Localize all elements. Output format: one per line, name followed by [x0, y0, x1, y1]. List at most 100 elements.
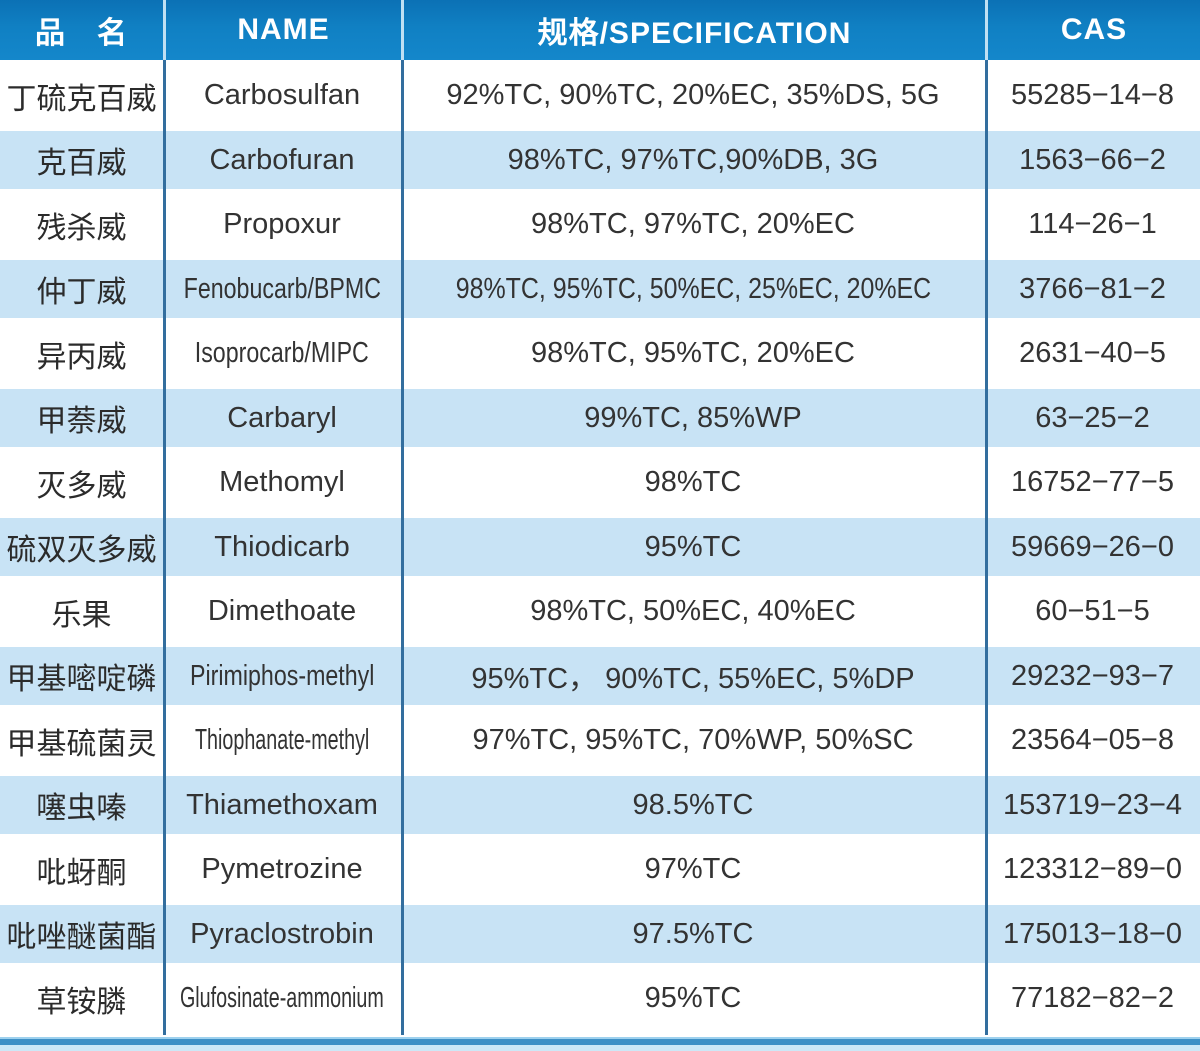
cell-product-name-cn: 甲基硫菌灵 [0, 711, 163, 770]
header-cell-specification: 规格/SPECIFICATION [401, 0, 985, 60]
cell-text: Propoxur [223, 208, 341, 240]
cell-text: 乐果 [51, 598, 112, 632]
bottom-accent-bar [0, 1037, 1200, 1051]
cell-text: 草铵膦 [36, 985, 127, 1019]
cell-cas: 63−25−2 [985, 389, 1200, 447]
cell-text: 仲丁威 [36, 276, 127, 309]
cell-text: 甲基硫菌灵 [6, 727, 157, 761]
cell-text: 99%TC, 85%WP [584, 401, 802, 434]
cell-name: Glufosinate-ammonium [163, 969, 401, 1028]
cell-text: Dimethoate [207, 595, 357, 627]
header-cell-cas: CAS [985, 0, 1200, 60]
cell-text: 95%TC [644, 982, 742, 1014]
cell-text: 克百威 [36, 147, 127, 180]
cell-product-name-cn: 甲萘威 [0, 389, 163, 447]
cell-specification: 99%TC, 85%WP [401, 389, 985, 447]
bottom-bar-stripe-light [0, 1037, 1200, 1039]
cell-specification: 98%TC, 97%TC,90%DB, 3G [401, 131, 985, 189]
table-row: 异丙威 Isoprocarb/MIPC 98%TC, 95%TC, 20%EC … [0, 324, 1200, 383]
column-divider-line [401, 60, 404, 1035]
table-row: 仲丁威 Fenobucarb/BPMC 98%TC, 95%TC, 50%EC,… [0, 260, 1200, 318]
cell-text: Thiophanate-methyl [194, 724, 370, 756]
cell-text: 97.5%TC [632, 917, 754, 950]
cell-text: 残杀威 [36, 211, 127, 245]
cell-name: Carbofuran [163, 131, 401, 189]
cell-text: 98%TC [644, 466, 742, 498]
cell-cas: 1563−66−2 [985, 131, 1200, 189]
table-row: 甲基硫菌灵 Thiophanate-methyl 97%TC, 95%TC, 7… [0, 711, 1200, 770]
table-row: 残杀威 Propoxur 98%TC, 97%TC, 20%EC 114−26−… [0, 195, 1200, 254]
cell-name: Thiophanate-methyl [163, 711, 401, 770]
cell-text: 29232−93−7 [1011, 659, 1174, 692]
cell-text: 23564−05−8 [1011, 724, 1174, 756]
cell-text: 55285−14−8 [1011, 79, 1174, 111]
cell-text: Methomyl [219, 466, 345, 498]
cell-text: 吡唑醚菌酯 [6, 921, 157, 954]
cell-name: Pirimiphos-methyl [163, 647, 401, 705]
cell-name: Methomyl [163, 453, 401, 512]
table-row: 吡唑醚菌酯 Pyraclostrobin 97.5%TC 175013−18−0 [0, 905, 1200, 963]
table-row: 甲萘威 Carbaryl 99%TC, 85%WP 63−25−2 [0, 389, 1200, 447]
table-body: 丁硫克百威 Carbosulfan 92%TC, 90%TC, 20%EC, 3… [0, 66, 1200, 1028]
cell-specification: 97%TC [401, 840, 985, 899]
cell-text: 98%TC, 95%TC, 20%EC [531, 337, 855, 369]
cell-text: 3766−81−2 [1019, 272, 1166, 305]
cell-text: 异丙威 [36, 340, 127, 374]
cell-text: 97%TC [644, 853, 742, 885]
cell-text: Isoprocarb/MIPC [194, 337, 370, 369]
cell-text: 硫双灭多威 [6, 534, 157, 567]
cell-cas: 29232−93−7 [985, 647, 1200, 705]
cell-specification: 95%TC， 90%TC, 55%EC, 5%DP [401, 647, 985, 705]
cell-name: Carbaryl [163, 389, 401, 447]
cell-text: 吡蚜酮 [36, 856, 127, 890]
table-header-row: 品 名 NAME 规格/SPECIFICATION CAS [0, 0, 1200, 60]
cell-text: Pyraclostrobin [190, 917, 374, 950]
cell-text: 丁硫克百威 [6, 82, 157, 116]
cell-text: Carbofuran [209, 143, 355, 176]
cell-product-name-cn: 乐果 [0, 582, 163, 641]
cell-text: Pirimiphos-methyl [189, 659, 375, 692]
cell-text: 95%TC [644, 530, 742, 563]
cell-product-name-cn: 硫双灭多威 [0, 518, 163, 576]
bottom-bar-stripe-pale [0, 1045, 1200, 1051]
cell-text: 59669−26−0 [1011, 530, 1174, 563]
cell-specification: 98%TC, 97%TC, 20%EC [401, 195, 985, 254]
cell-name: Thiodicarb [163, 518, 401, 576]
cell-name: Thiamethoxam [163, 776, 401, 834]
header-cell-name: NAME [163, 0, 401, 60]
cell-text: 98%TC, 95%TC, 50%EC, 25%EC, 20%EC [455, 272, 931, 305]
cell-text: 98%TC, 97%TC, 20%EC [531, 208, 855, 240]
bottom-bar-stripe-blue [0, 1039, 1200, 1045]
cell-product-name-cn: 灭多威 [0, 453, 163, 512]
cell-text: Carbaryl [227, 401, 337, 434]
cell-product-name-cn: 草铵膦 [0, 969, 163, 1028]
cell-product-name-cn: 仲丁威 [0, 260, 163, 318]
cell-text: Glufosinate-ammonium [180, 982, 384, 1014]
cell-text: 98%TC, 97%TC,90%DB, 3G [507, 143, 879, 176]
column-divider-line [163, 60, 166, 1035]
table-row: 硫双灭多威 Thiodicarb 95%TC 59669−26−0 [0, 518, 1200, 576]
table-row: 乐果 Dimethoate 98%TC, 50%EC, 40%EC 60−51−… [0, 582, 1200, 641]
cell-name: Pymetrozine [163, 840, 401, 899]
cell-name: Fenobucarb/BPMC [163, 260, 401, 318]
cell-text: 16752−77−5 [1011, 466, 1174, 498]
cell-text: Carbosulfan [203, 79, 361, 111]
table-row: 草铵膦 Glufosinate-ammonium 95%TC 77182−82−… [0, 969, 1200, 1028]
cell-product-name-cn: 丁硫克百威 [0, 66, 163, 125]
table-row: 甲基嘧啶磷 Pirimiphos-methyl 95%TC， 90%TC, 55… [0, 647, 1200, 705]
header-cell-product-name-cn: 品 名 [35, 17, 128, 50]
cell-cas: 59669−26−0 [985, 518, 1200, 576]
cell-text: 175013−18−0 [1002, 917, 1183, 950]
cell-name: Dimethoate [163, 582, 401, 641]
cell-text: 97%TC, 95%TC, 70%WP, 50%SC [472, 724, 914, 756]
cell-cas: 175013−18−0 [985, 905, 1200, 963]
cell-text: 甲基嘧啶磷 [6, 663, 157, 696]
cell-text: 灭多威 [36, 469, 127, 503]
cell-specification: 97%TC, 95%TC, 70%WP, 50%SC [401, 711, 985, 770]
cell-specification: 98%TC, 50%EC, 40%EC [401, 582, 985, 641]
cell-text: 98.5%TC [632, 788, 754, 821]
column-divider-line [985, 60, 988, 1035]
table-row: 噻虫嗪 Thiamethoxam 98.5%TC 153719−23−4 [0, 776, 1200, 834]
cell-cas: 60−51−5 [985, 582, 1200, 641]
